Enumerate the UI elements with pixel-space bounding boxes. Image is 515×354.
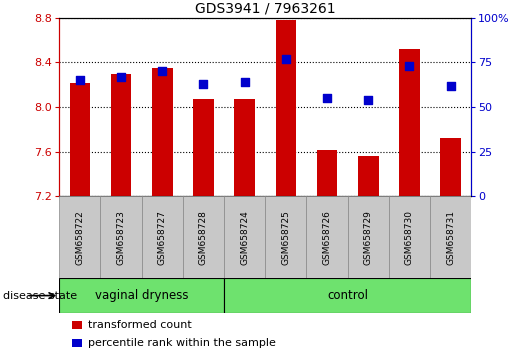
Bar [59, 196, 100, 278]
Bar [224, 196, 265, 278]
Bar [234, 99, 255, 196]
Bar [276, 20, 296, 196]
Text: GSM658728: GSM658728 [199, 210, 208, 265]
Bar [152, 68, 173, 196]
Bar [70, 82, 90, 196]
Point [364, 97, 372, 103]
Bar [59, 278, 224, 313]
Text: GSM658731: GSM658731 [446, 210, 455, 265]
Text: control: control [327, 289, 368, 302]
Text: transformed count: transformed count [88, 320, 192, 330]
Point [405, 63, 414, 69]
Bar [100, 196, 142, 278]
Point [323, 95, 331, 101]
Text: GSM658729: GSM658729 [364, 210, 373, 265]
Bar [317, 149, 337, 196]
Bar [389, 196, 430, 278]
Point [76, 78, 84, 83]
Bar [142, 196, 183, 278]
Text: vaginal dryness: vaginal dryness [95, 289, 188, 302]
Text: GSM658725: GSM658725 [281, 210, 290, 265]
Text: GSM658730: GSM658730 [405, 210, 414, 265]
Point [447, 83, 455, 88]
Text: percentile rank within the sample: percentile rank within the sample [88, 338, 276, 348]
Bar [265, 196, 306, 278]
Bar [440, 138, 461, 196]
Text: GSM658726: GSM658726 [322, 210, 332, 265]
Bar [348, 196, 389, 278]
Text: GSM658723: GSM658723 [116, 210, 126, 265]
Bar [306, 196, 348, 278]
Point [117, 74, 125, 80]
Text: GSM658727: GSM658727 [158, 210, 167, 265]
Bar [358, 156, 379, 196]
Text: GSM658724: GSM658724 [240, 210, 249, 264]
Text: disease state: disease state [3, 291, 77, 301]
Bar [399, 49, 420, 196]
Bar [111, 74, 131, 196]
Bar [72, 321, 82, 329]
Bar [193, 99, 214, 196]
Title: GDS3941 / 7963261: GDS3941 / 7963261 [195, 1, 336, 15]
Bar [183, 196, 224, 278]
Bar [72, 338, 82, 347]
Point [241, 79, 249, 85]
Text: GSM658722: GSM658722 [75, 210, 84, 264]
Point [282, 56, 290, 62]
Bar [224, 278, 471, 313]
Bar [430, 196, 471, 278]
Point [199, 81, 208, 87]
Point [158, 69, 166, 74]
